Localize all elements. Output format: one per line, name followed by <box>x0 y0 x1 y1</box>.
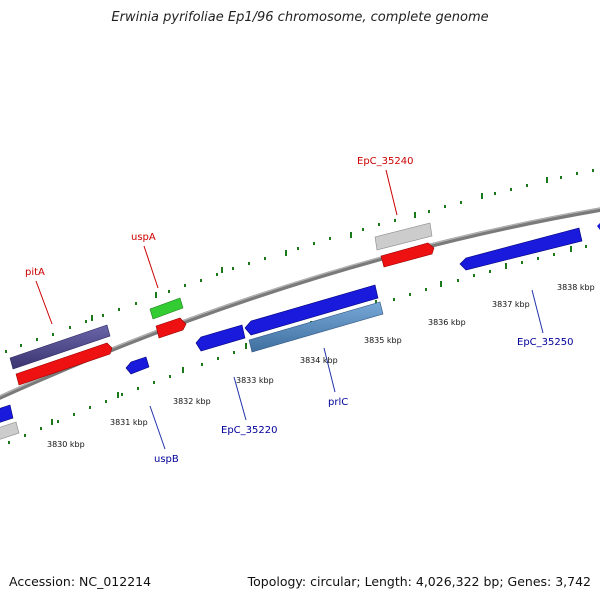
accession-text: Accession: NC_012214 <box>9 574 152 589</box>
scale-label: 3831 kbp <box>110 418 148 427</box>
gene-uspA-red[interactable] <box>155 317 187 339</box>
scale-label: 3832 kbp <box>173 397 211 406</box>
gene-label-EpC_35240: EpC_35240 <box>357 156 413 167</box>
scale-label: 3836 kbp <box>428 318 466 327</box>
gene-uspB-blue[interactable] <box>125 356 150 375</box>
scale-label: 3834 kbp <box>300 356 338 365</box>
scale-label: 3837 kbp <box>492 300 530 309</box>
gene-uspA-green[interactable] <box>149 297 184 320</box>
map-title: Erwinia pyrifoliae Ep1/96 chromosome, co… <box>111 10 489 25</box>
callout-EpC_35220 <box>233 376 247 421</box>
scale-label: 3833 kbp <box>236 376 274 385</box>
gene-left-gray[interactable] <box>0 421 20 440</box>
gene-label-EpC_35220: EpC_35220 <box>221 425 277 436</box>
top-tick-track <box>5 169 594 353</box>
gene-EpC_35250-blue[interactable] <box>459 227 583 271</box>
gene-edge-blue[interactable] <box>597 223 600 230</box>
gene-pitA-red[interactable] <box>15 342 113 386</box>
callout-uspB <box>149 405 166 450</box>
callout-prlC <box>323 347 336 393</box>
gene-label-uspA: uspA <box>131 232 156 243</box>
gene-left-blue[interactable] <box>0 404 14 423</box>
gene-label-prlC: prlC <box>328 397 348 408</box>
gene-label-EpC_35250: EpC_35250 <box>517 337 573 348</box>
gene-EpC_35220-blue[interactable] <box>195 324 246 352</box>
callout-EpC_35240 <box>385 169 398 216</box>
scale-label: 3830 kbp <box>47 440 85 449</box>
callout-pitA <box>35 280 53 325</box>
callout-EpC_35250 <box>531 289 544 334</box>
gene-label-uspB: uspB <box>154 454 179 465</box>
callout-uspA <box>143 245 159 289</box>
gene-EpC_35240-gray[interactable] <box>374 222 433 251</box>
gene-pitA-bar[interactable] <box>9 324 111 370</box>
scale-label: 3838 kbp <box>557 283 595 292</box>
gene-EpC_35240-red[interactable] <box>380 242 435 268</box>
scale-label: 3835 kbp <box>364 336 402 345</box>
gene-prlC-steel[interactable] <box>248 301 384 353</box>
gene-label-pitA: pitA <box>25 267 45 278</box>
bottom-tick-track <box>8 245 587 444</box>
topology-summary: Topology: circular; Length: 4,026,322 bp… <box>247 574 591 589</box>
gene-prlC-blue[interactable] <box>244 284 379 336</box>
